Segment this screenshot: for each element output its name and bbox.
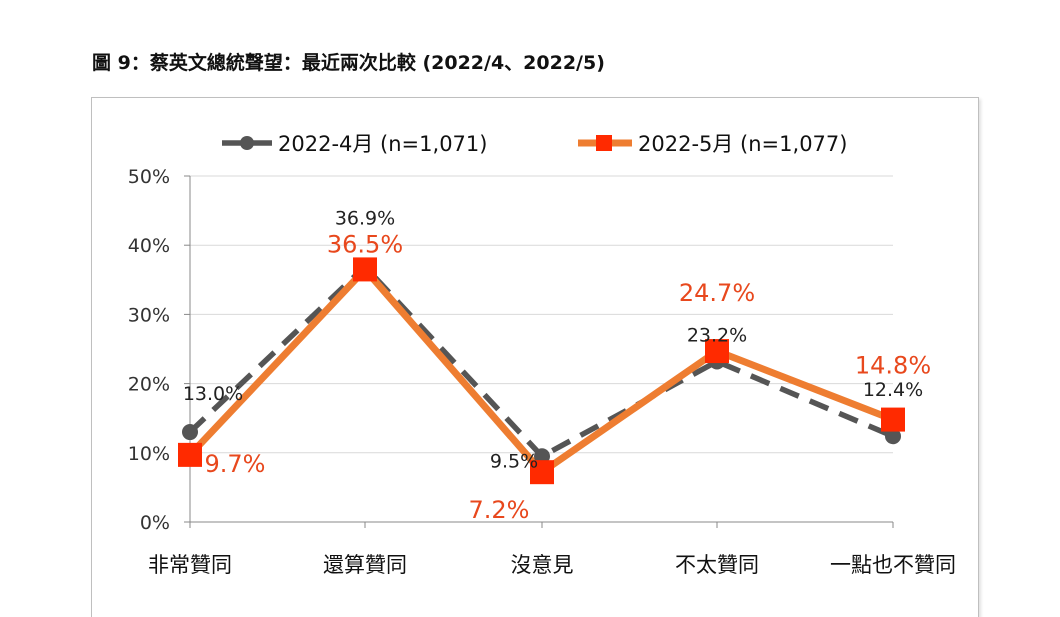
point-2022-05 <box>881 407 905 432</box>
point-2022-05 <box>705 339 729 364</box>
y-tick-label: 20% <box>128 374 170 396</box>
line-chart: 0%10%20%30%40%50% 非常贊同 還算贊同 沒意見 不太贊同 一點也不贊同 … <box>128 132 956 577</box>
data-label-2022-04: 36.9% <box>335 208 395 230</box>
data-label-2022-04: 23.2% <box>687 324 747 346</box>
data-label-2022-05: 24.7% <box>679 279 755 307</box>
chart-title: 圖 9：蔡英文總統聲望：最近兩次比較 (2022/4、2022/5) <box>92 52 605 74</box>
y-tick-label: 50% <box>128 166 170 188</box>
series-line-2022-05 <box>187 265 895 476</box>
series-markers <box>178 257 905 485</box>
point-2022-05 <box>530 460 554 485</box>
chart-frame <box>91 97 979 617</box>
y-tick-label: 30% <box>128 304 170 326</box>
data-label-2022-05: 9.7% <box>205 450 266 478</box>
point-2022-05 <box>178 442 202 467</box>
legend-marker-2022-05 <box>596 135 612 151</box>
data-label-2022-04: 9.5% <box>490 450 538 472</box>
data-labels: 13.0% 36.9% 9.5% 23.2% 12.4% 9.7% 36.5% 7.2% 24.… <box>183 208 931 525</box>
y-tick-labels: 0% 10% 20% 30% 40% 50% <box>128 166 170 534</box>
y-tick-label: 0% <box>140 512 170 534</box>
x-tick-label: 非常贊同 <box>148 553 232 577</box>
data-label-2022-05: 14.8% <box>855 352 931 380</box>
legend: 2022-4月 (n=1,071) 2022-5月 (n=1,077) <box>222 132 847 156</box>
y-tick-label: 40% <box>128 235 170 257</box>
series-lines <box>187 263 895 476</box>
point-2022-04 <box>885 428 901 445</box>
data-label-2022-05: 7.2% <box>469 496 530 524</box>
legend-label-2022-04: 2022-4月 (n=1,071) <box>278 132 487 156</box>
x-tick-label: 一點也不贊同 <box>830 553 956 577</box>
point-2022-05 <box>353 257 377 282</box>
point-2022-04 <box>182 424 198 441</box>
x-tick-label: 沒意見 <box>511 553 574 577</box>
grid-lines <box>190 175 893 454</box>
x-tick-label: 還算贊同 <box>323 553 407 577</box>
data-label-2022-04: 12.4% <box>863 379 923 401</box>
x-tick-labels: 非常贊同 還算贊同 沒意見 不太贊同 一點也不贊同 <box>148 553 956 577</box>
x-tick-label: 不太贊同 <box>675 553 759 577</box>
y-tick-label: 10% <box>128 443 170 465</box>
legend-marker-2022-04 <box>240 136 254 150</box>
series-line-2022-04 <box>188 263 895 460</box>
data-label-2022-05: 36.5% <box>327 230 403 258</box>
legend-label-2022-05: 2022-5月 (n=1,077) <box>638 132 847 156</box>
data-label-2022-04: 13.0% <box>183 383 243 405</box>
